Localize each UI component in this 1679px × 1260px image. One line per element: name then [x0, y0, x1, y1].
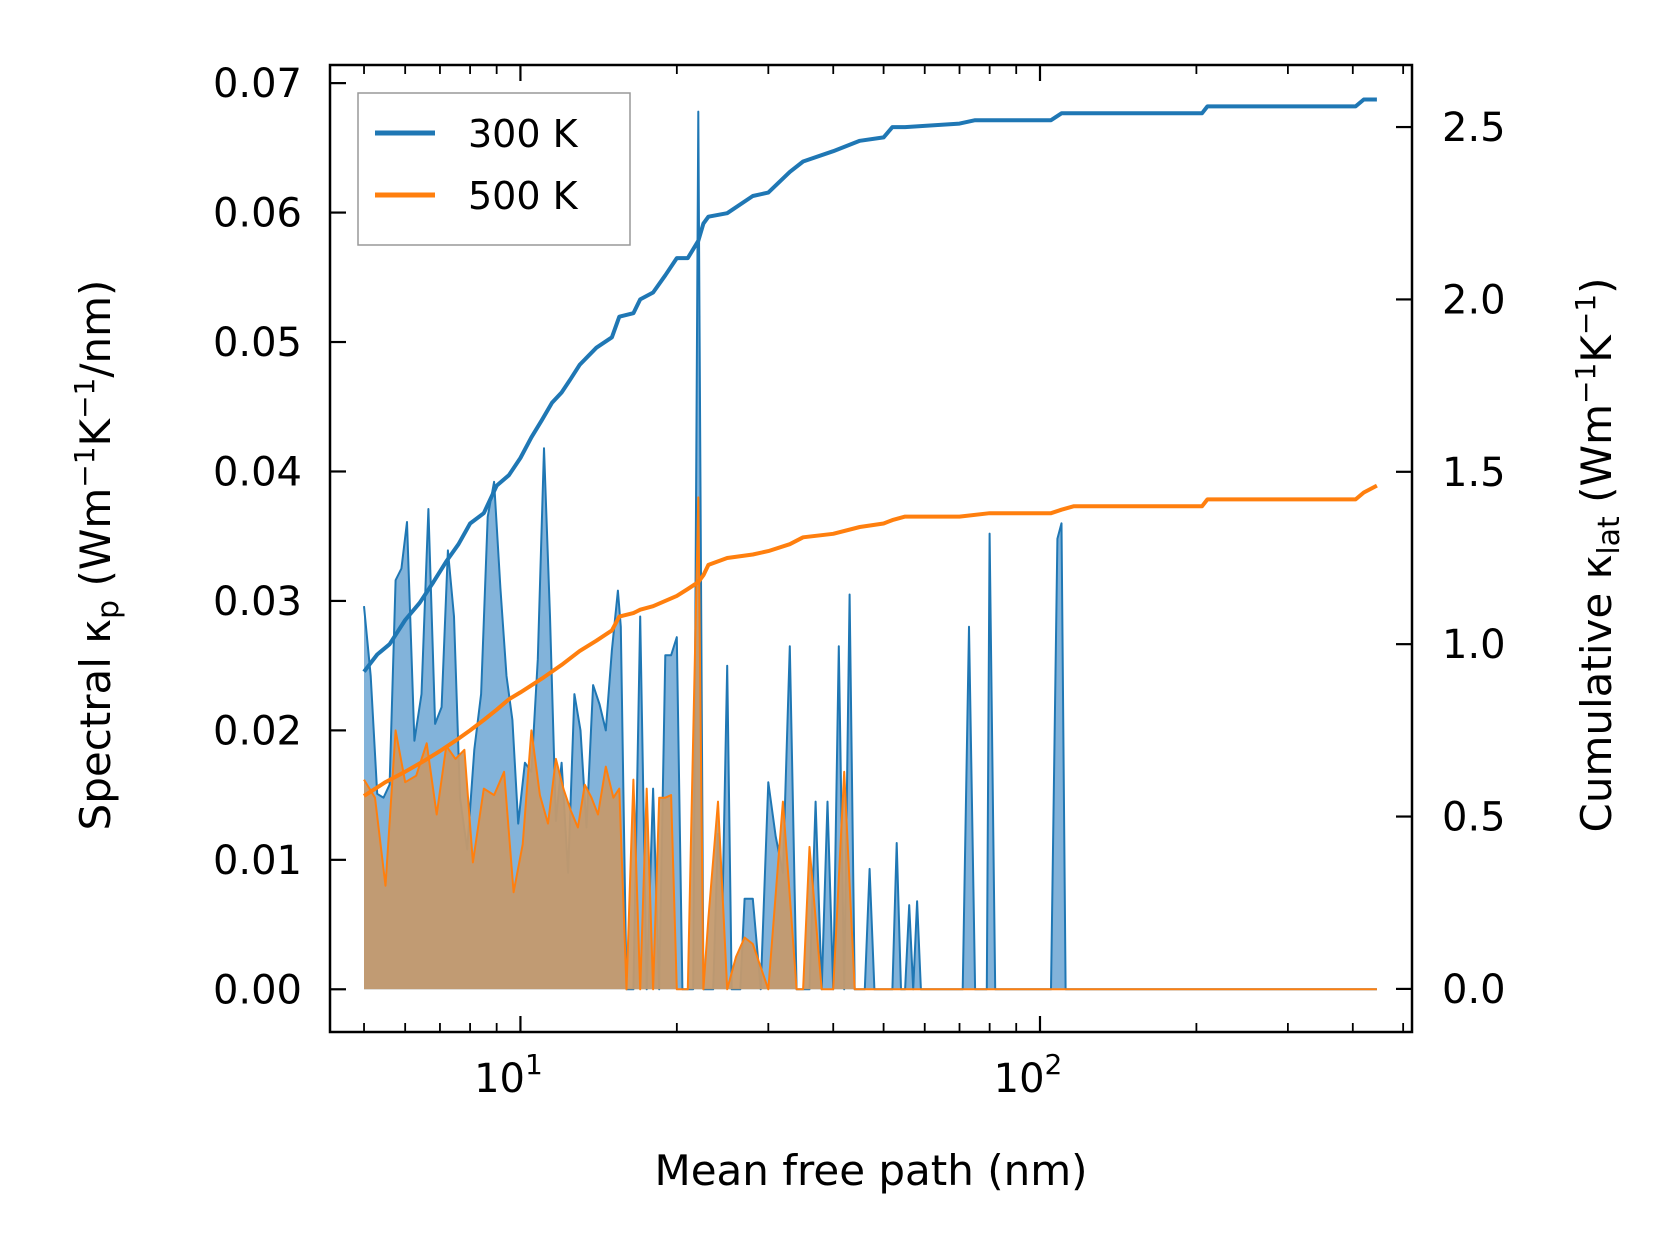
legend-label-300K: 300 K	[468, 112, 579, 156]
right-y-axis-label: Cumulative κlat (Wm−1K−1)	[1569, 278, 1627, 833]
x-tick-label: 102	[994, 1048, 1063, 1102]
spectral-500K-outline	[363, 496, 1377, 991]
spectral-300K-area	[364, 111, 1377, 990]
right-y-tick-label: 0.5	[1442, 795, 1506, 841]
right-y-tick-label: 2.0	[1442, 277, 1506, 323]
left-y-tick-label: 0.03	[213, 579, 302, 625]
x-ticks: 101 102	[363, 65, 1405, 1102]
left-y-axis-label: Spectral κp (Wm−1K−1/nm)	[68, 280, 126, 831]
left-y-tick-label: 0.07	[213, 61, 302, 107]
x-tick-label: 101	[474, 1048, 543, 1102]
left-y-tick-label: 0.02	[213, 708, 302, 754]
legend-label-500K: 500 K	[468, 174, 579, 218]
right-y-ticks: 0.0 0.5 1.0 1.5 2.0 2.5	[1396, 105, 1506, 1013]
left-y-tick-label: 0.05	[213, 320, 302, 366]
legend-frame	[357, 92, 631, 246]
cumulative-300K-line	[362, 97, 1377, 673]
cumulative-lines	[362, 97, 1378, 798]
cumulative-500K-line	[362, 483, 1378, 798]
right-y-tick-label: 1.0	[1442, 622, 1506, 668]
spectral-500K-area	[364, 497, 1377, 990]
spectral-fills	[363, 110, 1377, 991]
axes	[328, 63, 1414, 1034]
left-y-ticks: 0.00 0.01 0.02 0.03 0.04 0.05 0.06 0.07	[213, 61, 346, 1013]
legend: 300 K 500 K	[357, 92, 631, 246]
left-y-tick-label: 0.00	[213, 967, 302, 1013]
plot-area	[362, 97, 1378, 991]
right-y-tick-label: 1.5	[1442, 450, 1506, 496]
right-y-tick-label: 2.5	[1442, 105, 1506, 151]
x-axis-label: Mean free path (nm)	[654, 1146, 1087, 1195]
right-y-tick-label: 0.0	[1442, 967, 1506, 1013]
left-y-tick-label: 0.01	[213, 838, 302, 884]
left-y-tick-label: 0.06	[213, 191, 302, 237]
axes-frame	[328, 63, 1414, 1034]
left-y-tick-label: 0.04	[213, 449, 302, 495]
